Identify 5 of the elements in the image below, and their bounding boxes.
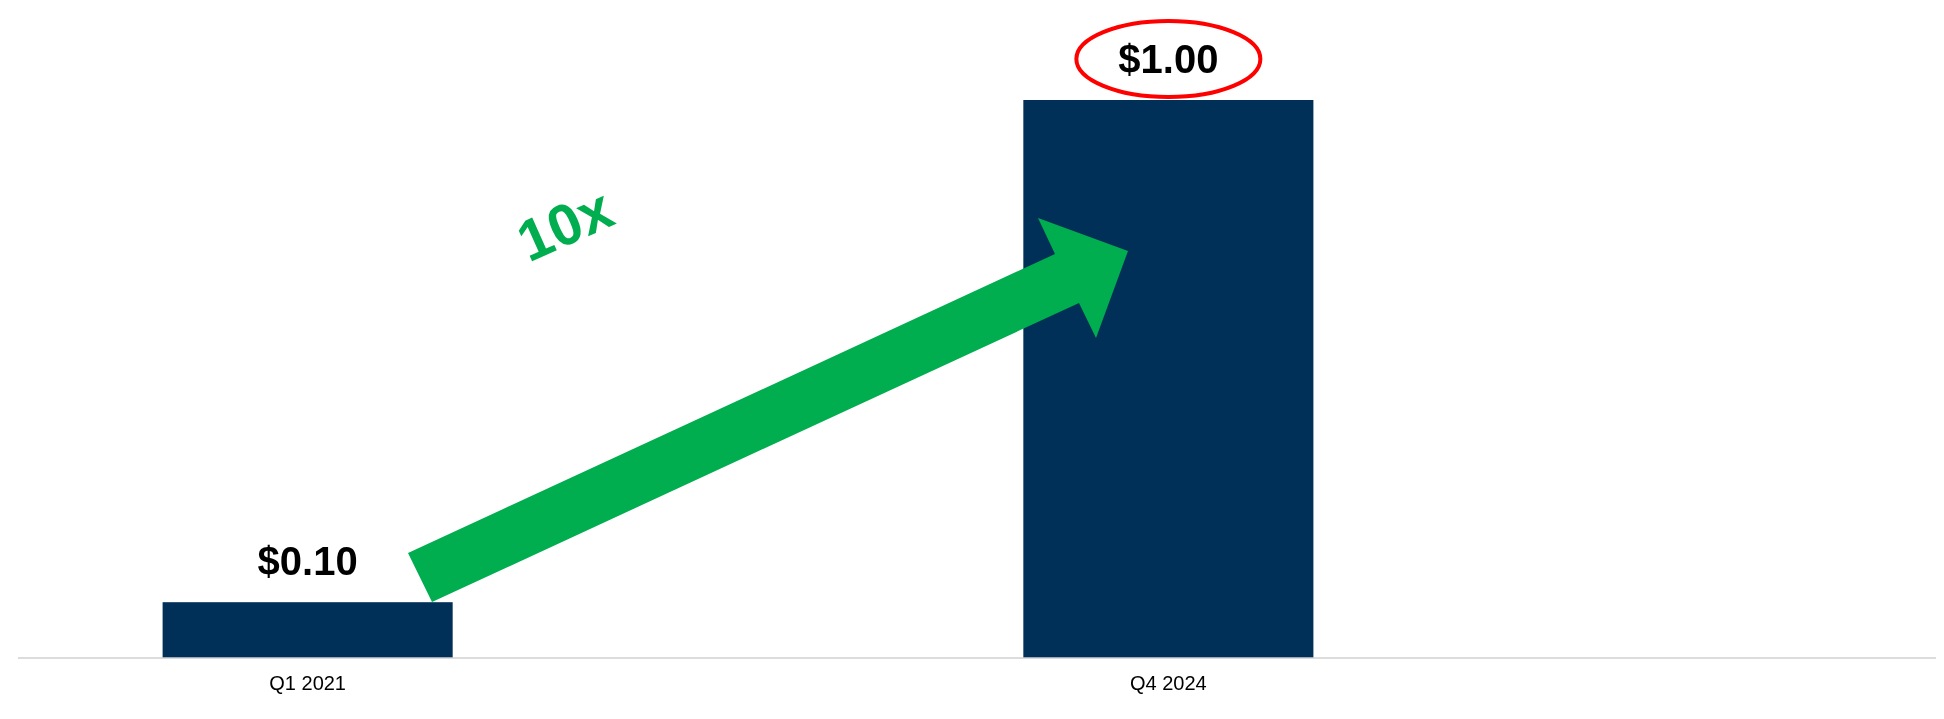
data-label: $0.10 bbox=[257, 539, 358, 584]
annotation: 10x bbox=[507, 174, 623, 274]
x-tick-label: Q4 2024 bbox=[1130, 672, 1207, 694]
x-tick-label: Q1 2021 bbox=[269, 672, 346, 694]
data-label: $1.00 bbox=[1118, 37, 1219, 81]
